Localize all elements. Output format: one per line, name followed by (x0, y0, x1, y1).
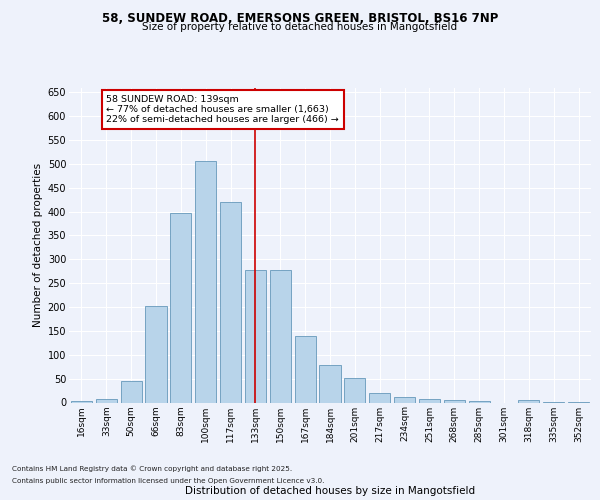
Text: Contains HM Land Registry data © Crown copyright and database right 2025.: Contains HM Land Registry data © Crown c… (12, 466, 292, 472)
Bar (518, 400, 539, 402)
Bar (319, 365, 341, 403)
Bar (145, 306, 167, 402)
Text: 58 SUNDEW ROAD: 139sqm
← 77% of detached houses are smaller (1,663)
22% of semi-: 58 SUNDEW ROAD: 139sqm ← 77% of detached… (106, 94, 339, 124)
Bar (394, 397, 415, 402)
Text: 58, SUNDEW ROAD, EMERSONS GREEN, BRISTOL, BS16 7NP: 58, SUNDEW ROAD, EMERSONS GREEN, BRISTOL… (102, 12, 498, 26)
Text: Contains public sector information licensed under the Open Government Licence v3: Contains public sector information licen… (12, 478, 325, 484)
Bar (195, 160, 216, 402)
Bar (444, 400, 465, 402)
Text: Size of property relative to detached houses in Mangotsfield: Size of property relative to detached ho… (142, 22, 458, 32)
Y-axis label: Number of detached properties: Number of detached properties (34, 163, 43, 327)
Bar (295, 336, 316, 402)
X-axis label: Distribution of detached houses by size in Mangotsfield: Distribution of detached houses by size … (185, 486, 475, 496)
Bar (121, 381, 142, 402)
Bar (469, 401, 490, 402)
Bar (245, 270, 266, 402)
Bar (419, 399, 440, 402)
Bar (220, 202, 241, 402)
Bar (344, 378, 365, 402)
Bar (71, 400, 92, 402)
Bar (96, 398, 117, 402)
Bar (270, 270, 291, 402)
Bar (170, 213, 191, 402)
Bar (369, 393, 390, 402)
